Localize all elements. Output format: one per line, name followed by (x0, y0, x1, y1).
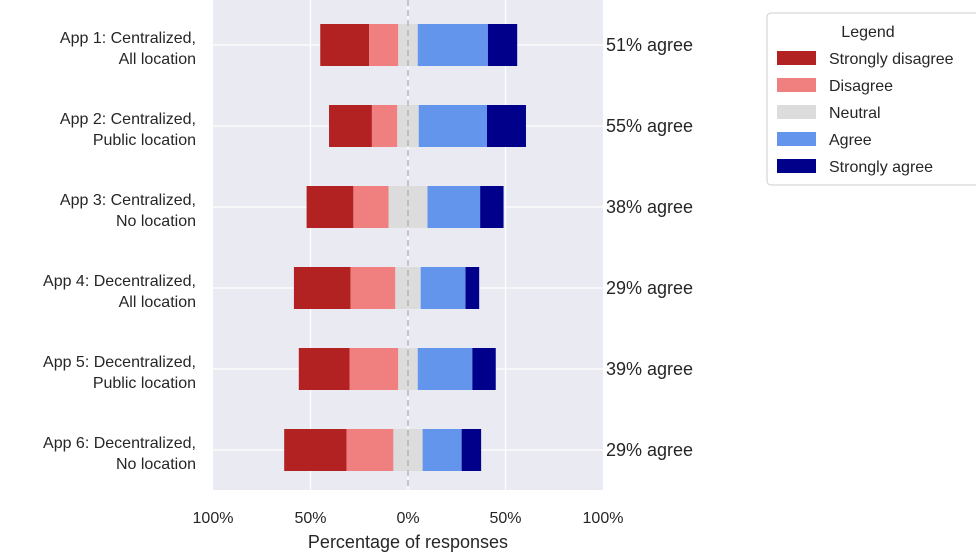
category-label: App 6: Decentralized, (43, 435, 196, 452)
bar-agree (420, 267, 466, 309)
category-label: Public location (93, 375, 196, 392)
legend-label: Neutral (829, 105, 881, 122)
x-tick-label: 100% (583, 510, 624, 527)
legend-box (766, 12, 976, 186)
bar-agree (417, 24, 488, 66)
legend-swatch (777, 159, 816, 173)
bar-strongly-agree (487, 24, 518, 66)
legend-label: Disagree (829, 78, 893, 95)
x-tick-label: 50% (294, 510, 326, 527)
bar-agree (418, 105, 487, 147)
category-label: No location (116, 456, 196, 473)
category-label: Public location (93, 132, 196, 149)
bar-strongly-agree (480, 186, 504, 228)
legend-title: Legend (841, 24, 894, 41)
bar-strongly-agree (472, 348, 496, 390)
bar-disagree (346, 429, 394, 471)
legend-swatch (777, 105, 816, 119)
bar-agree (427, 186, 481, 228)
bar-neutral (398, 348, 418, 390)
category-label: No location (116, 213, 196, 230)
agree-percentage-label: 51% agree (606, 35, 693, 55)
agree-percentage-label: 55% agree (606, 116, 693, 136)
agree-percentage-label: 29% agree (606, 440, 693, 460)
category-label: App 2: Centralized, (60, 111, 196, 128)
bar-strongly-disagree (284, 429, 347, 471)
x-tick-labels: 100% 50% 0% 50% 100% (193, 510, 624, 527)
bar-strongly-agree (461, 429, 482, 471)
legend-swatch (777, 51, 816, 65)
legend-label: Strongly disagree (829, 51, 954, 68)
category-label: App 3: Centralized, (60, 192, 196, 209)
agree-percentage-label: 29% agree (606, 278, 693, 298)
bar-strongly-agree (465, 267, 480, 309)
bar-strongly-disagree (298, 348, 350, 390)
category-labels: App 1: Centralized, All location App 2: Ce… (43, 30, 196, 473)
legend-label: Strongly agree (829, 159, 933, 176)
agree-percentage-label: 38% agree (606, 197, 693, 217)
x-tick-label: 50% (489, 510, 521, 527)
bar-strongly-disagree (329, 105, 372, 147)
bar-disagree (349, 348, 399, 390)
legend-label: Agree (829, 132, 872, 149)
x-tick-label: 0% (396, 510, 419, 527)
legend-swatch (777, 132, 816, 146)
category-label: All location (119, 294, 196, 311)
bar-disagree (353, 186, 389, 228)
bar-disagree (369, 24, 399, 66)
bar-agree (422, 429, 462, 471)
category-label: App 1: Centralized, (60, 30, 196, 47)
category-label: App 4: Decentralized, (43, 273, 196, 290)
bar-disagree (350, 267, 396, 309)
x-axis-title: Percentage of responses (308, 532, 508, 552)
agree-labels: 51% agree 55% agree 38% agree 29% agree 39% … (606, 35, 693, 460)
bar-agree (417, 348, 473, 390)
bar-disagree (371, 105, 398, 147)
category-label: App 5: Decentralized, (43, 354, 196, 371)
bar-strongly-agree (486, 105, 526, 147)
bar-strongly-disagree (293, 267, 351, 309)
agree-percentage-label: 39% agree (606, 359, 693, 379)
legend-swatch (777, 78, 816, 92)
legend: Legend Strongly disagree Disagree Neutral Ag… (766, 12, 976, 186)
bar-strongly-disagree (320, 24, 369, 66)
bar-strongly-disagree (306, 186, 354, 228)
x-tick-label: 100% (193, 510, 234, 527)
bar-neutral (397, 105, 419, 147)
category-label: All location (119, 51, 196, 68)
